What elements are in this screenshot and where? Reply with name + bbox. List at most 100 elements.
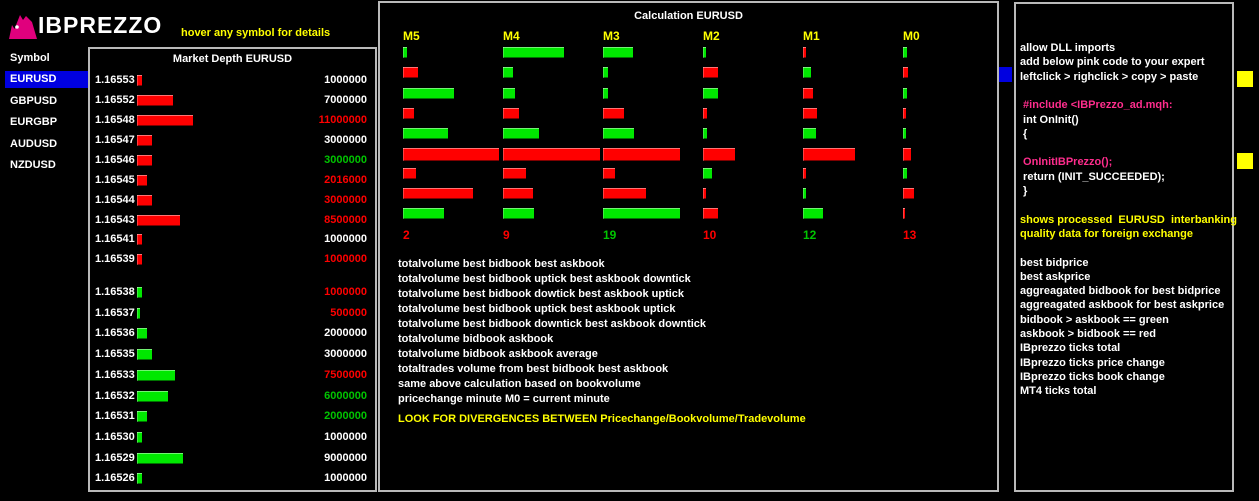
depth-volume-bar (137, 431, 143, 443)
calc-bar (803, 88, 813, 99)
sidebar-item-gbpusd[interactable]: GBPUSD (10, 94, 58, 107)
depth-volume: 1000000 (324, 286, 367, 298)
calc-description-line: totalvolume best bidbook downtick best a… (398, 318, 707, 330)
depth-price: 1.16532 (95, 389, 135, 402)
calc-bar (503, 188, 533, 199)
calc-bar (903, 188, 914, 199)
calc-bar (803, 208, 823, 219)
info-line: askbook > bidbook == red (1020, 328, 1157, 340)
info-line: best askprice (1020, 270, 1091, 283)
calc-bar (503, 108, 519, 119)
depth-volume-bar (137, 307, 140, 319)
info-line: return (INIT_SUCCEEDED); (1020, 170, 1165, 183)
calc-bar (803, 148, 855, 161)
calc-bar (503, 128, 539, 139)
sidebar-item-eurgbp[interactable]: EURGBP (10, 116, 58, 128)
info-line: allow DLL imports (1020, 42, 1116, 54)
calc-description-line: totalvolume bidbook askbook average (398, 348, 598, 360)
info-line: IBprezzo ticks book change (1020, 370, 1165, 383)
depth-price: 1.16531 (95, 410, 135, 423)
calc-bar (403, 128, 448, 139)
column-label-m2: M2 (703, 29, 720, 43)
depth-volume-bar (137, 369, 176, 381)
market-depth-title: Market Depth EURUSD (172, 53, 293, 65)
depth-volume-bar (137, 328, 148, 340)
depth-price: 1.16537 (95, 306, 135, 319)
info-line: aggreagated bidbook for best bidprice (1020, 285, 1221, 298)
market-depth-panel: Market Depth EURUSD 1.16553 1000000 1.1655… (88, 47, 377, 492)
column-label-m3: M3 (603, 29, 620, 43)
depth-price: 1.16547 (95, 133, 135, 146)
depth-volume-bar (137, 134, 153, 146)
calc-bar (703, 47, 706, 58)
info-line: IBprezzo ticks price change (1020, 356, 1165, 369)
calc-bar (603, 88, 608, 99)
calc-bar (403, 108, 414, 119)
depth-volume: 3000000 (324, 153, 367, 166)
info-line: bidbook > askbook == green (1020, 313, 1169, 326)
depth-volume: 2000000 (324, 327, 367, 340)
info-line: } (1020, 185, 1028, 197)
sidebar-item-audusd[interactable]: AUDUSD (10, 137, 58, 150)
calc-bar (403, 67, 418, 78)
code-line[interactable]: #include <IBPrezzo_ad.mqh: (1020, 99, 1173, 112)
calc-description-line: same above calculation based on bookvolu… (398, 378, 641, 390)
sidebar-item-eurusd[interactable]: EURUSD (5, 71, 93, 88)
calc-bar (603, 47, 633, 58)
depth-volume: 3000000 (324, 133, 367, 146)
depth-volume-bar (137, 349, 153, 361)
pricechange-count: 9 (503, 228, 510, 242)
calc-bar (903, 208, 905, 219)
depth-price: 1.16536 (95, 327, 135, 340)
depth-price: 1.16552 (95, 93, 135, 106)
depth-volume: 1000000 (324, 253, 367, 266)
depth-volume-bar (137, 194, 153, 206)
calc-bar (403, 148, 499, 161)
depth-volume: 11000000 (318, 113, 367, 126)
info-line: best bidprice (1020, 256, 1089, 269)
depth-volume-bar (137, 114, 194, 126)
calc-bar (503, 67, 513, 78)
calc-bar (703, 208, 718, 219)
depth-price: 1.16533 (95, 368, 135, 381)
code-line[interactable]: OnInitIBPrezzo(); (1020, 156, 1113, 169)
column-label-m0: M0 (903, 29, 920, 43)
yellow-marker-top (1237, 71, 1253, 87)
pricechange-count: 19 (603, 228, 617, 242)
depth-volume: 3000000 (324, 193, 367, 206)
calc-bar (603, 128, 634, 139)
pricechange-count: 2 (403, 228, 410, 242)
column-label-m5: M5 (403, 29, 420, 43)
info-line: aggreagated askbook for best askprice (1020, 299, 1225, 312)
calc-bar (703, 188, 706, 199)
divergence-warning: LOOK FOR DIVERGENCES BETWEEN Pricechange… (398, 413, 806, 425)
info-line: MT4 ticks total (1020, 385, 1097, 398)
calc-bar (703, 88, 718, 99)
logo-mountain-icon (9, 15, 37, 39)
calc-bar (803, 47, 806, 58)
calc-bar (703, 168, 712, 179)
depth-price: 1.16535 (95, 348, 135, 361)
calc-description-line: totaltrades volume from best bidbook bes… (398, 363, 669, 375)
symbol-list-header: Symbol (10, 52, 50, 64)
logo: IBPREZZO (9, 12, 209, 42)
info-line: shows processed EURUSD interbanking (1020, 213, 1237, 226)
sidebar-item-nzdusd[interactable]: NZDUSD (10, 159, 56, 171)
calc-bar (803, 168, 806, 179)
calc-bar (403, 168, 416, 179)
calc-bar (903, 128, 906, 139)
depth-price: 1.16545 (95, 173, 135, 186)
calc-description-line: totalvolume best bidbook dowtick best as… (398, 288, 685, 300)
calc-bar (503, 168, 526, 179)
hover-hint: hover any symbol for details (181, 27, 331, 39)
depth-price: 1.16539 (95, 253, 135, 266)
depth-price: 1.16529 (95, 451, 135, 464)
yellow-marker-bottom (1237, 153, 1253, 169)
calc-bar (803, 67, 811, 78)
info-line: IBprezzo ticks total (1020, 342, 1121, 355)
depth-price: 1.16543 (95, 213, 135, 226)
depth-volume: 2016000 (324, 173, 367, 186)
depth-volume: 1000000 (324, 233, 367, 246)
blue-marker-handle[interactable] (999, 67, 1012, 82)
column-label-m1: M1 (803, 29, 820, 43)
